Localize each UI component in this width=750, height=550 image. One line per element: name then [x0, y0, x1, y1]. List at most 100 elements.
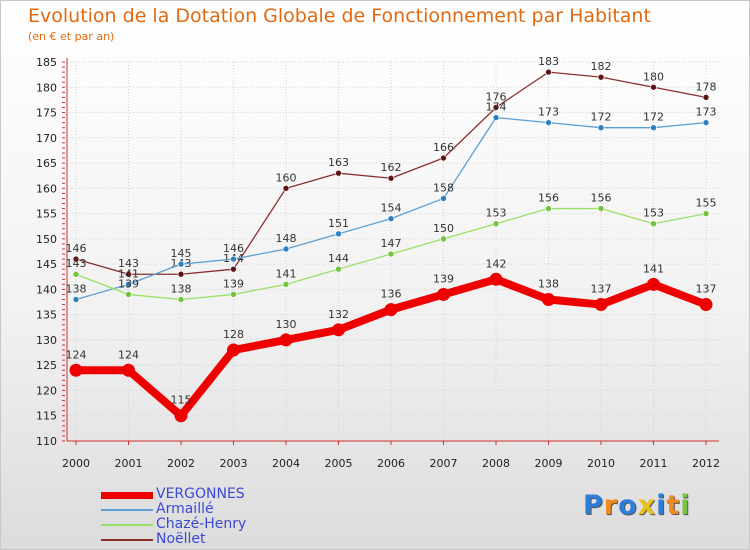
- data-label-vergonnes: 124: [118, 348, 139, 361]
- data-label-armaill-: 138: [66, 283, 87, 296]
- data-label-no-llet: 143: [118, 257, 139, 270]
- legend-swatch-vergonnes: [101, 492, 153, 499]
- data-point-no-llet: [125, 270, 132, 278]
- x-tick-label: 2008: [482, 457, 510, 470]
- x-tick-label: 2001: [115, 457, 143, 470]
- data-label-chaz-henry: 156: [538, 192, 559, 205]
- data-label-vergonnes: 138: [538, 278, 559, 291]
- data-label-vergonnes: 137: [591, 283, 612, 296]
- y-tick-label: 155: [36, 208, 57, 221]
- data-point-vergonnes: [542, 293, 555, 307]
- y-tick-label: 150: [36, 233, 57, 246]
- y-tick-label: 170: [36, 132, 57, 145]
- data-label-no-llet: 176: [486, 90, 507, 103]
- data-label-vergonnes: 139: [433, 272, 454, 285]
- data-point-chaz-henry: [230, 291, 237, 298]
- data-label-vergonnes: 128: [223, 328, 244, 341]
- data-label-armaill-: 146: [223, 242, 244, 255]
- data-label-armaill-: 148: [276, 232, 297, 245]
- data-point-armaill-: [702, 119, 710, 126]
- data-point-armaill-: [125, 281, 132, 288]
- data-point-chaz-henry: [440, 235, 447, 243]
- data-point-no-llet: [282, 185, 290, 192]
- data-point-no-llet: [72, 255, 80, 263]
- data-point-armaill-: [387, 215, 395, 222]
- data-point-vergonnes: [384, 303, 398, 317]
- data-point-armaill-: [72, 296, 80, 303]
- data-point-vergonnes: [174, 409, 188, 423]
- proxiti-logo: Proxiti: [583, 490, 691, 521]
- data-point-vergonnes: [69, 363, 83, 377]
- data-label-vergonnes: 115: [171, 394, 192, 407]
- data-label-no-llet: 162: [381, 161, 402, 174]
- x-tick-label: 2011: [640, 457, 668, 470]
- data-point-vergonnes: [489, 272, 503, 286]
- data-label-armaill-: 154: [381, 202, 402, 215]
- data-point-no-llet: [597, 73, 605, 81]
- data-point-armaill-: [282, 245, 290, 253]
- x-tick-label: 2002: [167, 457, 195, 470]
- legend-label-chaz-henry: Chazé-Henry: [156, 516, 247, 532]
- data-point-no-llet: [335, 169, 342, 177]
- data-label-chaz-henry: 150: [433, 222, 454, 235]
- data-label-vergonnes: 130: [276, 318, 297, 331]
- data-label-armaill-: 145: [171, 247, 192, 260]
- data-point-armaill-: [177, 260, 185, 268]
- x-tick-label: 2012: [692, 457, 720, 470]
- y-tick-label: 130: [36, 334, 57, 347]
- data-label-armaill-: 141: [118, 267, 139, 280]
- x-tick-label: 2000: [62, 457, 90, 470]
- data-point-chaz-henry: [282, 281, 290, 288]
- y-tick-label: 185: [36, 56, 57, 69]
- y-tick-label: 135: [36, 309, 57, 322]
- data-label-vergonnes: 142: [486, 257, 507, 270]
- data-point-no-llet: [650, 83, 657, 91]
- data-point-no-llet: [387, 174, 395, 182]
- data-label-no-llet: 163: [328, 156, 349, 169]
- y-tick-label: 175: [36, 107, 57, 120]
- x-tick-label: 2009: [535, 457, 563, 470]
- data-point-vergonnes: [227, 343, 240, 357]
- y-tick-label: 115: [36, 410, 57, 423]
- y-tick-label: 125: [36, 359, 57, 372]
- data-point-armaill-: [492, 114, 500, 121]
- legend-label-vergonnes: VERGONNES: [156, 486, 245, 502]
- data-point-chaz-henry: [125, 291, 132, 298]
- data-point-vergonnes: [647, 277, 660, 291]
- data-label-armaill-: 158: [433, 181, 454, 194]
- x-tick-label: 2007: [430, 457, 458, 470]
- data-label-chaz-henry: 141: [276, 267, 297, 280]
- data-point-no-llet: [230, 265, 237, 273]
- y-tick-label: 110: [36, 435, 57, 448]
- data-point-chaz-henry: [492, 220, 500, 228]
- y-tick-label: 120: [36, 384, 57, 397]
- legend-swatch-armaill-: [101, 509, 153, 511]
- legend-swatch-chaz-henry: [101, 524, 153, 526]
- data-label-vergonnes: 132: [328, 308, 349, 321]
- data-point-vergonnes: [437, 287, 450, 301]
- data-label-armaill-: 174: [486, 101, 507, 114]
- x-tick-label: 2004: [272, 457, 300, 470]
- data-point-armaill-: [597, 124, 605, 131]
- data-label-chaz-henry: 153: [486, 207, 507, 220]
- data-point-chaz-henry: [545, 205, 552, 212]
- data-point-chaz-henry: [72, 270, 80, 278]
- chart-title: Evolution de la Dotation Globale de Fonc…: [28, 5, 651, 27]
- data-label-chaz-henry: 147: [381, 237, 402, 250]
- x-tick-label: 2010: [587, 457, 615, 470]
- data-point-vergonnes: [122, 363, 135, 377]
- data-point-armaill-: [440, 195, 447, 202]
- data-label-armaill-: 151: [328, 217, 349, 230]
- data-point-chaz-henry: [650, 220, 657, 228]
- x-tick-label: 2003: [220, 457, 248, 470]
- data-point-chaz-henry: [597, 205, 605, 212]
- data-label-no-llet: 180: [643, 70, 664, 83]
- data-label-chaz-henry: 153: [643, 207, 664, 220]
- data-label-vergonnes: 137: [696, 283, 717, 296]
- data-label-chaz-henry: 139: [223, 277, 244, 290]
- legend-swatch-no-llet: [101, 539, 153, 541]
- data-label-no-llet: 160: [276, 171, 297, 184]
- data-label-chaz-henry: 143: [66, 257, 87, 270]
